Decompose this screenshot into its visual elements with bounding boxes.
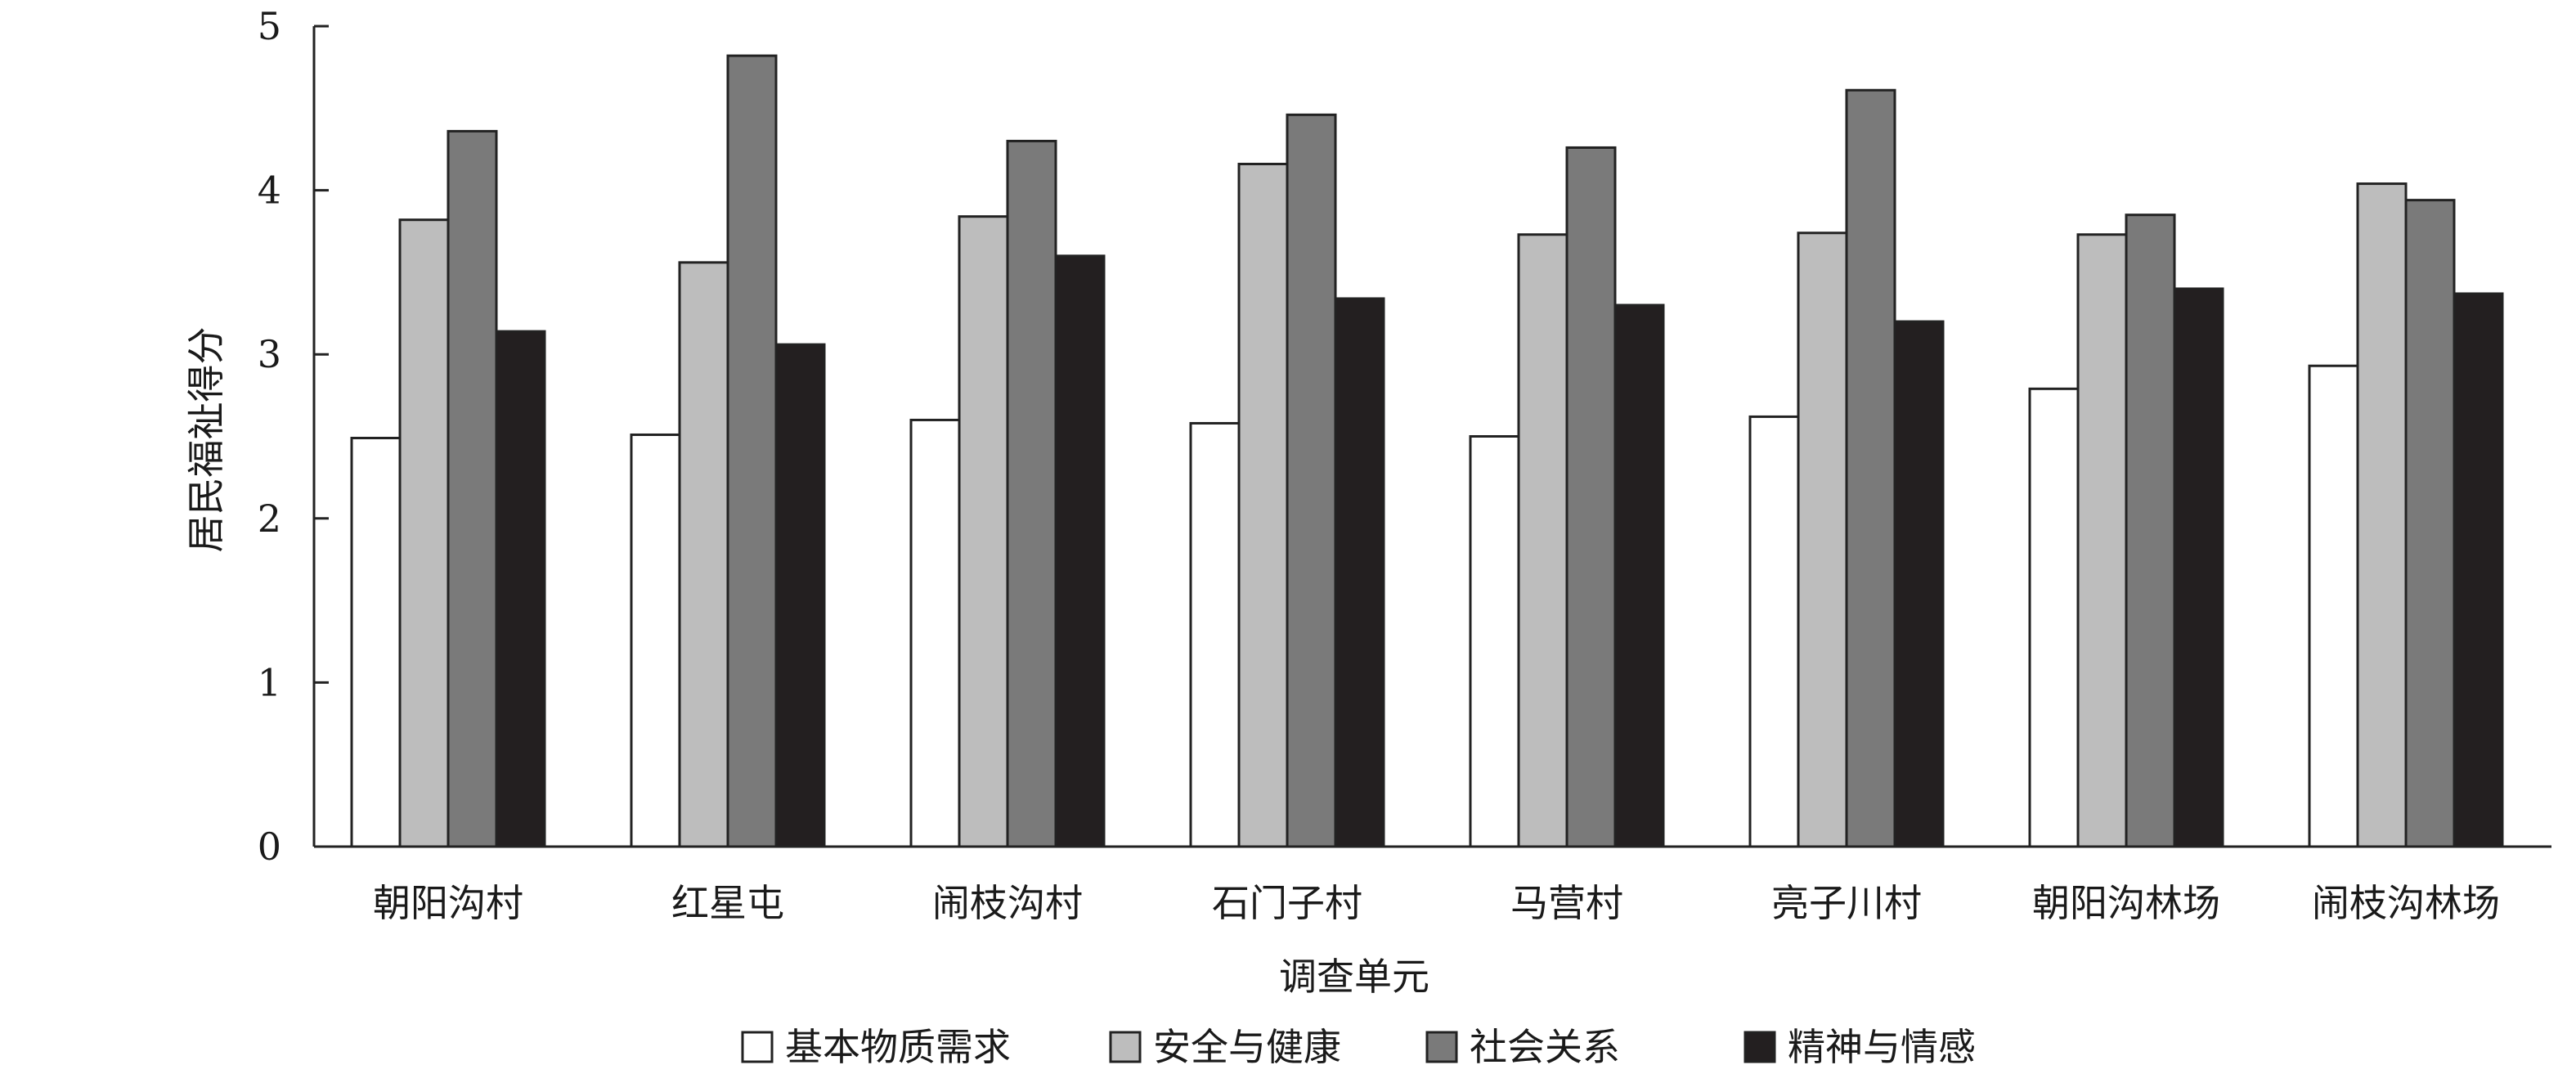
legend-swatch: [1744, 1031, 1776, 1063]
bar: [726, 54, 778, 848]
x-tick-label: 马营村: [1510, 881, 1623, 925]
x-tick-label: 亮子川村: [1771, 881, 1922, 925]
bar: [1189, 421, 1241, 848]
y-tick-label: 0: [258, 825, 281, 869]
legend-label: 基本物质需求: [785, 1025, 1011, 1069]
y-axis-title: 居民福祉得分: [184, 327, 228, 553]
y-ticks: 0 1 2 3 4 5: [258, 4, 329, 869]
x-tick-label: 闹枝沟林场: [2312, 881, 2500, 925]
bar: [909, 418, 961, 848]
bar: [1334, 297, 1385, 848]
y-tick-label: 3: [258, 332, 281, 376]
x-tick-label: 朝阳沟村: [373, 881, 523, 925]
bar: [678, 261, 729, 848]
bar: [1797, 231, 1848, 848]
y-tick-label: 5: [258, 4, 281, 48]
y-tick-label: 1: [258, 660, 281, 704]
bar: [495, 330, 546, 848]
bar: [1006, 139, 1057, 848]
bar: [1286, 113, 1337, 848]
bar: [1237, 163, 1289, 848]
legend-swatch: [1425, 1031, 1458, 1063]
bar: [398, 218, 450, 848]
bar: [2173, 287, 2224, 848]
bar: [1893, 320, 1945, 848]
legend-label: 精神与情感: [1788, 1025, 1976, 1069]
bar: [2076, 233, 2128, 848]
x-tick-label: 红星屯: [671, 881, 784, 925]
legend-label: 安全与健康: [1153, 1025, 1341, 1069]
bar: [1613, 303, 1665, 848]
bar: [1517, 233, 1568, 848]
bar: [1469, 435, 1520, 848]
bar: [1565, 146, 1617, 848]
bar: [2453, 292, 2504, 848]
bars: [350, 54, 2504, 848]
x-axis-title: 调查单元: [1279, 955, 1429, 999]
legend-label: 社会关系: [1470, 1025, 1620, 1069]
bar: [2125, 213, 2176, 848]
x-tick-label: 闹枝沟村: [932, 881, 1083, 925]
bar: [2028, 387, 2080, 848]
category-labels: 朝阳沟村 红星屯 闹枝沟村 石门子村 马营村 亮子川村 朝阳沟林场 闹枝沟林场: [373, 881, 2500, 925]
bar: [350, 437, 402, 848]
bar: [1845, 88, 1896, 848]
bar: [447, 129, 498, 848]
bar: [958, 215, 1009, 848]
bar: [2356, 182, 2408, 848]
bar: [630, 433, 681, 848]
y-tick-label: 4: [258, 169, 281, 213]
legend-swatch: [741, 1031, 774, 1063]
legend-swatch: [1109, 1031, 1142, 1063]
bar: [2308, 364, 2359, 848]
legend: 基本物质需求 安全与健康 社会关系 精神与情感: [741, 1025, 1976, 1069]
bar: [1748, 415, 1800, 848]
y-tick-label: 2: [258, 497, 281, 541]
bar: [1054, 254, 1106, 848]
bar: [774, 343, 826, 848]
x-tick-label: 石门子村: [1212, 881, 1362, 925]
bar: [2404, 199, 2456, 848]
x-tick-label: 朝阳沟林场: [2032, 881, 2220, 925]
